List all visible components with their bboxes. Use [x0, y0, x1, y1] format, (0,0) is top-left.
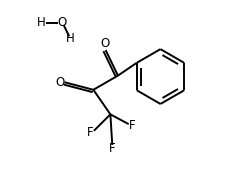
Text: F: F: [128, 119, 135, 132]
Text: H: H: [37, 16, 46, 29]
Text: H: H: [66, 32, 75, 45]
Text: F: F: [108, 142, 115, 155]
Text: O: O: [56, 76, 65, 89]
Text: O: O: [57, 16, 66, 29]
Text: O: O: [100, 37, 109, 50]
Text: F: F: [87, 126, 94, 139]
